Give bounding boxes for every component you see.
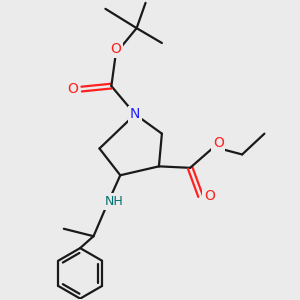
Text: O: O <box>204 189 215 203</box>
Text: O: O <box>67 82 78 96</box>
Text: N: N <box>130 107 140 121</box>
Text: O: O <box>110 42 121 56</box>
Text: O: O <box>213 136 224 151</box>
Text: NH: NH <box>105 195 124 208</box>
